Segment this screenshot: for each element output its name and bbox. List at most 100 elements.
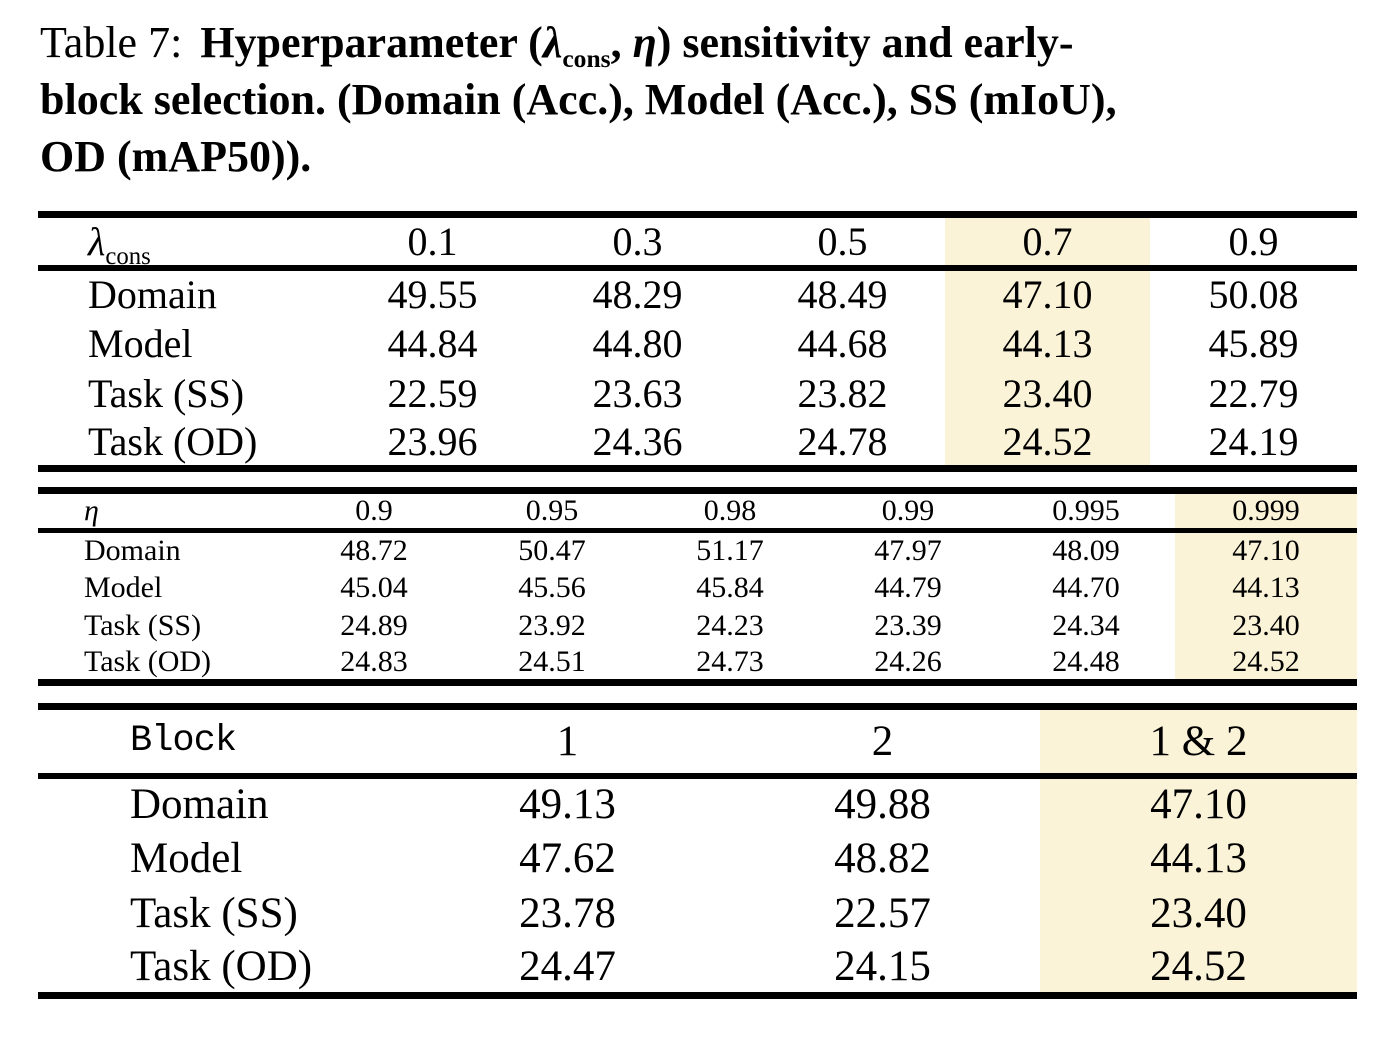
- row-label-cell: Model: [88, 320, 193, 366]
- header-row: λcons 0.1 0.3 0.5 0.7 0.9: [38, 214, 1357, 268]
- value-cell: 48.82: [834, 834, 931, 882]
- table-row: Task (SS) 23.78 22.57 23.40: [38, 885, 1357, 941]
- value-cell: 23.82: [797, 370, 888, 416]
- value-cell: 45.04: [340, 570, 408, 604]
- row-label-cell: Domain: [84, 533, 181, 567]
- row-label-cell: Task (OD): [88, 419, 258, 464]
- table-row: Model 45.04 45.56 45.84 44.79 44.70 44.13: [38, 568, 1357, 607]
- value-cell: 45.89: [1208, 320, 1299, 366]
- value-cell: 44.13: [1040, 830, 1357, 886]
- param-name-cell: Block: [130, 720, 237, 763]
- param-symbol: η: [84, 494, 99, 527]
- value-cell: 50.47: [518, 533, 586, 567]
- param-name-cell: λcons: [38, 215, 330, 268]
- value-cell: 49.13: [519, 781, 616, 828]
- col-header-cell: 0.7: [945, 214, 1150, 268]
- value-cell: 44.79: [874, 570, 942, 604]
- caption-table-number: Table 7:: [40, 18, 183, 67]
- value-cell: 24.52: [1175, 644, 1357, 683]
- col-header-cell: 1 & 2: [1040, 706, 1357, 776]
- col-header-cell: 0.999: [1175, 490, 1357, 531]
- eta-table: η 0.9 0.95 0.98 0.99 0.995 0.999 Domain 48.72 50.…: [38, 487, 1357, 686]
- col-header-cell: 0.995: [1052, 494, 1120, 527]
- caption-line-1: Table 7: Hyperparameter (λcons, η) sensit…: [40, 14, 1381, 71]
- row-label-cell: Task (SS): [88, 370, 245, 416]
- header-row: Block 1 2 1 & 2: [38, 706, 1357, 776]
- value-cell: 47.10: [1175, 530, 1357, 569]
- value-cell: 48.29: [592, 272, 683, 317]
- table-row: Domain 48.72 50.47 51.17 47.97 48.09 47.10: [38, 530, 1357, 569]
- row-label-cell: Model: [130, 834, 243, 882]
- value-cell: 51.17: [696, 533, 764, 567]
- lambda-subscript: cons: [562, 43, 611, 73]
- value-cell: 24.19: [1208, 419, 1299, 464]
- row-label-cell: Task (SS): [130, 889, 298, 937]
- value-cell: 48.72: [340, 533, 408, 567]
- table-row: Domain 49.13 49.88 47.10: [38, 775, 1357, 831]
- col-header-cell: 0.1: [407, 219, 458, 264]
- value-cell: 24.78: [797, 419, 888, 464]
- table-row: Domain 49.55 48.29 48.49 47.10 50.08: [38, 268, 1357, 318]
- value-cell: 44.13: [1175, 568, 1357, 607]
- value-cell: 47.10: [1040, 775, 1357, 831]
- table-row: Task (SS) 24.89 23.92 24.23 23.39 24.34 23.40: [38, 606, 1357, 645]
- caption-text: ) sensitivity and early-: [656, 18, 1074, 67]
- value-cell: 44.68: [797, 320, 888, 366]
- col-header-cell: 2: [871, 717, 894, 765]
- caption-line-2: block selection. (Domain (Acc.), Model (…: [40, 75, 1117, 124]
- table-caption: Table 7: Hyperparameter (λcons, η) sensit…: [40, 14, 1381, 185]
- col-header-cell: 0.95: [525, 494, 579, 527]
- value-cell: 48.09: [1052, 533, 1120, 567]
- value-cell: 23.96: [387, 419, 478, 464]
- value-cell: 24.15: [834, 942, 931, 990]
- table-row: Model 44.84 44.80 44.68 44.13 45.89: [38, 318, 1357, 368]
- value-cell: 23.78: [519, 889, 616, 937]
- param-symbol: λ: [88, 219, 106, 264]
- caption-text: Hyperparameter (: [200, 18, 543, 67]
- value-cell: 23.40: [1040, 885, 1357, 941]
- caption-line-3: OD (mAP50)).: [40, 132, 312, 181]
- value-cell: 23.92: [518, 608, 586, 642]
- row-label-cell: Model: [84, 570, 163, 604]
- table-row: Model 47.62 48.82 44.13: [38, 830, 1357, 886]
- table-row: Task (OD) 24.83 24.51 24.73 24.26 24.48 24.52: [38, 644, 1357, 683]
- value-cell: 44.84: [387, 320, 478, 366]
- value-cell: 47.10: [945, 268, 1150, 318]
- col-header-cell: 0.9: [1228, 219, 1279, 264]
- col-header-cell: 0.9: [355, 494, 393, 527]
- value-cell: 24.26: [874, 644, 942, 678]
- table-row: Task (OD) 24.47 24.15 24.52: [38, 940, 1357, 996]
- value-cell: 24.73: [696, 644, 764, 678]
- value-cell: 44.70: [1052, 570, 1120, 604]
- col-header-cell: 0.3: [612, 219, 663, 264]
- col-header-cell: 1: [556, 717, 579, 765]
- value-cell: 24.52: [945, 418, 1150, 469]
- value-cell: 24.83: [340, 644, 408, 678]
- col-header-cell: 0.5: [817, 219, 868, 264]
- value-cell: 49.55: [387, 272, 478, 317]
- row-label-cell: Task (OD): [84, 644, 212, 678]
- row-label-cell: Domain: [88, 272, 217, 317]
- value-cell: 50.08: [1208, 272, 1299, 317]
- value-cell: 22.79: [1208, 370, 1299, 416]
- row-label-cell: Task (SS): [84, 608, 202, 642]
- value-cell: 44.13: [945, 318, 1150, 368]
- value-cell: 45.84: [696, 570, 764, 604]
- tables-container: λcons 0.1 0.3 0.5 0.7 0.9 Domain 49.55 48.29 48.4…: [38, 211, 1357, 999]
- value-cell: 48.49: [797, 272, 888, 317]
- value-cell: 24.51: [518, 644, 586, 678]
- value-cell: 44.80: [592, 320, 683, 366]
- value-cell: 24.52: [1040, 940, 1357, 996]
- value-cell: 22.59: [387, 370, 478, 416]
- col-header-cell: 0.98: [703, 494, 757, 527]
- value-cell: 49.88: [834, 781, 931, 828]
- value-cell: 47.62: [519, 834, 616, 882]
- value-cell: 23.63: [592, 370, 683, 416]
- value-cell: 24.34: [1052, 608, 1120, 642]
- table-row: Task (SS) 22.59 23.63 23.82 23.40 22.79: [38, 368, 1357, 418]
- col-header-cell: 0.99: [881, 494, 935, 527]
- row-label-cell: Domain: [130, 781, 269, 828]
- row-label-cell: Task (OD): [130, 942, 313, 990]
- lambda-cons-table: λcons 0.1 0.3 0.5 0.7 0.9 Domain 49.55 48.29 48.4…: [38, 211, 1357, 472]
- eta-symbol: η: [632, 18, 657, 67]
